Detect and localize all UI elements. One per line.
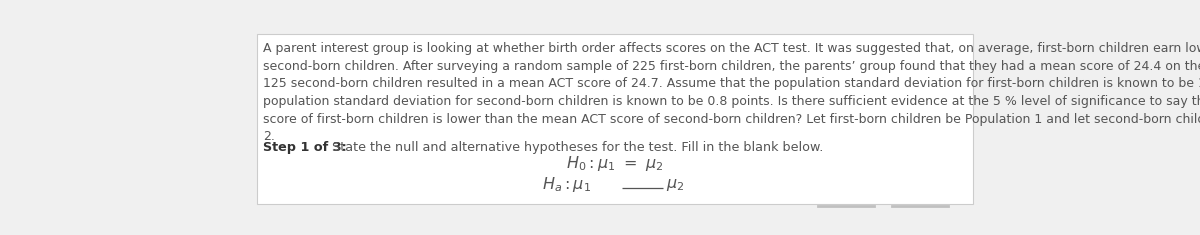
Text: $H_a : \mu_1$: $H_a : \mu_1$ xyxy=(542,175,592,194)
Text: $\mu_2$: $\mu_2$ xyxy=(666,177,684,193)
Text: 2.: 2. xyxy=(264,130,275,143)
Text: population standard deviation for second-born children is known to be 0.8 points: population standard deviation for second… xyxy=(264,95,1200,108)
Text: A parent interest group is looking at whether birth order affects scores on the : A parent interest group is looking at wh… xyxy=(264,42,1200,55)
Text: second-born children. After surveying a random sample of 225 first-born children: second-born children. After surveying a … xyxy=(264,59,1200,73)
Text: 125 second-born children resulted in a mean ACT score of 24.7. Assume that the p: 125 second-born children resulted in a m… xyxy=(264,77,1200,90)
Text: $H_0 : \mu_1\ =\ \mu_2$: $H_0 : \mu_1\ =\ \mu_2$ xyxy=(566,153,664,172)
Text: State the null and alternative hypotheses for the test. Fill in the blank below.: State the null and alternative hypothese… xyxy=(329,141,823,154)
FancyBboxPatch shape xyxy=(257,34,973,204)
Text: Step 1 of 3:: Step 1 of 3: xyxy=(264,141,347,154)
Text: score of first-born children is lower than the mean ACT score of second-born chi: score of first-born children is lower th… xyxy=(264,113,1200,126)
